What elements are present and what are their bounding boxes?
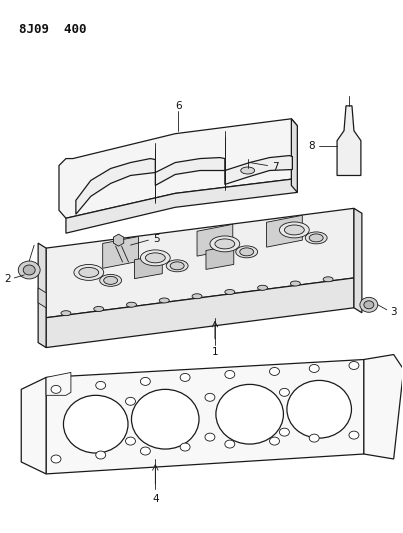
Text: 1: 1 (212, 346, 218, 357)
Polygon shape (21, 377, 46, 474)
Ellipse shape (79, 268, 99, 277)
Polygon shape (46, 208, 354, 318)
Polygon shape (266, 215, 302, 247)
Ellipse shape (287, 381, 351, 438)
Polygon shape (291, 119, 297, 192)
Ellipse shape (180, 443, 190, 451)
Polygon shape (38, 243, 46, 348)
Ellipse shape (74, 264, 104, 280)
Ellipse shape (51, 385, 61, 393)
Polygon shape (76, 158, 155, 214)
Ellipse shape (100, 274, 122, 286)
Ellipse shape (285, 225, 304, 235)
Ellipse shape (166, 260, 188, 272)
Polygon shape (46, 373, 71, 395)
Ellipse shape (349, 431, 359, 439)
Polygon shape (225, 156, 292, 184)
Ellipse shape (140, 447, 150, 455)
Polygon shape (354, 208, 362, 313)
Polygon shape (46, 360, 364, 474)
Polygon shape (364, 354, 403, 459)
Ellipse shape (216, 384, 283, 444)
Ellipse shape (305, 232, 327, 244)
Polygon shape (337, 106, 361, 175)
Ellipse shape (215, 239, 235, 249)
Ellipse shape (23, 265, 35, 275)
Ellipse shape (240, 248, 253, 256)
Ellipse shape (309, 434, 319, 442)
Ellipse shape (236, 246, 258, 258)
Ellipse shape (205, 393, 215, 401)
Ellipse shape (270, 367, 279, 375)
Ellipse shape (309, 365, 319, 373)
Text: 4: 4 (152, 494, 159, 504)
Polygon shape (38, 288, 46, 308)
Ellipse shape (225, 440, 235, 448)
Ellipse shape (125, 437, 135, 445)
Text: 7: 7 (272, 161, 279, 172)
Ellipse shape (241, 167, 255, 174)
Ellipse shape (279, 428, 289, 436)
Ellipse shape (61, 311, 71, 316)
Ellipse shape (192, 294, 202, 298)
Ellipse shape (170, 262, 184, 270)
Ellipse shape (140, 377, 150, 385)
Ellipse shape (205, 433, 215, 441)
Ellipse shape (63, 395, 128, 453)
Ellipse shape (159, 298, 169, 303)
Ellipse shape (279, 222, 309, 238)
Ellipse shape (145, 253, 165, 263)
Ellipse shape (51, 455, 61, 463)
Ellipse shape (309, 234, 323, 242)
Polygon shape (135, 255, 162, 279)
Ellipse shape (360, 297, 378, 312)
Ellipse shape (364, 301, 374, 309)
Ellipse shape (104, 277, 118, 285)
Text: 5: 5 (153, 234, 160, 244)
Ellipse shape (270, 437, 279, 445)
Polygon shape (46, 278, 354, 348)
Polygon shape (113, 234, 124, 246)
Ellipse shape (225, 370, 235, 378)
Ellipse shape (225, 289, 235, 294)
Polygon shape (197, 224, 233, 256)
Text: 8: 8 (308, 141, 315, 151)
Polygon shape (206, 246, 234, 269)
Ellipse shape (94, 306, 104, 311)
Ellipse shape (125, 397, 135, 405)
Ellipse shape (96, 451, 106, 459)
Polygon shape (59, 119, 297, 218)
Ellipse shape (96, 382, 106, 389)
Text: 8J09  400: 8J09 400 (19, 23, 87, 36)
Ellipse shape (18, 261, 40, 279)
Ellipse shape (210, 236, 240, 252)
Ellipse shape (291, 281, 300, 286)
Polygon shape (66, 179, 297, 233)
Ellipse shape (131, 389, 199, 449)
Ellipse shape (279, 389, 289, 397)
Ellipse shape (323, 277, 333, 282)
Ellipse shape (140, 250, 170, 266)
Text: 3: 3 (391, 307, 397, 317)
Polygon shape (155, 158, 225, 185)
Ellipse shape (127, 302, 137, 307)
Ellipse shape (258, 285, 268, 290)
Text: 2: 2 (4, 274, 10, 284)
Text: 6: 6 (175, 101, 181, 111)
Ellipse shape (349, 361, 359, 369)
Ellipse shape (180, 374, 190, 382)
Polygon shape (103, 237, 139, 268)
